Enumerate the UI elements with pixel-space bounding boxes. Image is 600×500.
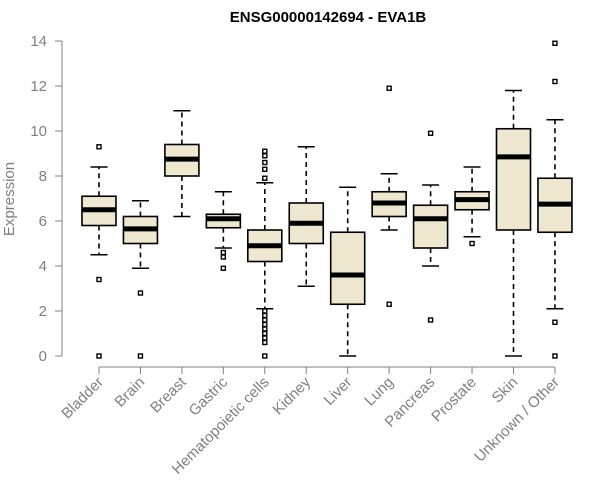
box-group-kidney [288, 145, 325, 288]
box-iqr [412, 204, 449, 249]
outlier-point [262, 153, 268, 159]
y-tick-label: 2 [39, 303, 47, 320]
outlier-point [96, 353, 102, 359]
outlier-point [262, 326, 268, 332]
outlier-point [469, 240, 475, 247]
y-tick-label: 10 [30, 123, 47, 140]
outlier-point [262, 330, 268, 337]
outlier-point [262, 353, 268, 359]
outlier-point [262, 175, 268, 181]
y-axis: 0 2 4 6 8 10 12 14 [30, 33, 63, 365]
outlier-point [386, 301, 392, 307]
box-group-lung [371, 85, 407, 307]
outlier-point [552, 319, 558, 325]
y-tick-label: 12 [30, 78, 47, 95]
outlier-point [96, 144, 102, 150]
box-group-hematopoietic-cells [247, 148, 283, 359]
y-tick-label: 0 [39, 348, 47, 365]
box-group-brain [122, 199, 159, 359]
outlier-point [262, 321, 268, 328]
outlier-point [552, 78, 558, 85]
box-group-prostate [454, 166, 490, 247]
x-tick-label-kidney: Kidney [270, 373, 315, 418]
y-tick-label: 8 [39, 168, 47, 185]
box-iqr [329, 231, 366, 306]
outlier-point [262, 335, 268, 341]
outlier-point [220, 254, 227, 260]
chart-title: ENSG00000142694 - EVA1B [230, 9, 427, 26]
x-tick-label-prostate: Prostate [428, 374, 480, 426]
y-tick-label: 6 [39, 213, 47, 230]
outlier-point [427, 130, 434, 136]
y-tick-label: 4 [39, 258, 47, 275]
outlier-point [137, 290, 144, 296]
x-tick-label-skin: Skin [489, 374, 522, 407]
outlier-point [262, 148, 268, 154]
y-axis-label: Expression [1, 162, 18, 236]
outlier-point [427, 317, 434, 323]
x-tick-label-brain: Brain [111, 374, 148, 411]
box-group-gastric [205, 190, 242, 271]
outlier-point [262, 312, 268, 319]
outlier-point [262, 166, 268, 172]
box-group-skin [495, 89, 532, 357]
outlier-point [262, 308, 268, 314]
y-tick-label: 14 [30, 33, 47, 50]
x-tick-label-liver: Liver [321, 374, 356, 409]
outlier-point [262, 339, 268, 346]
box-group-breast [164, 109, 200, 218]
x-tick-label-bladder: Bladder [58, 374, 107, 423]
outlier-point [137, 353, 144, 359]
box-group-liver [329, 186, 366, 357]
outlier-point [552, 40, 558, 46]
plot-area [81, 40, 573, 359]
outlier-point [262, 317, 268, 323]
outlier-point [552, 353, 558, 359]
box-group-unknown-other [537, 40, 573, 359]
x-tick-label-lung: Lung [361, 374, 397, 410]
box-iqr [495, 127, 532, 231]
outlier-point [96, 276, 102, 283]
outlier-point [220, 265, 227, 271]
box-group-pancreas [412, 130, 449, 323]
outlier-point [220, 249, 227, 256]
outlier-point [262, 159, 268, 166]
x-tick-label-breast: Breast [147, 373, 190, 416]
outlier-point [386, 85, 392, 91]
box-group-bladder [81, 144, 117, 359]
